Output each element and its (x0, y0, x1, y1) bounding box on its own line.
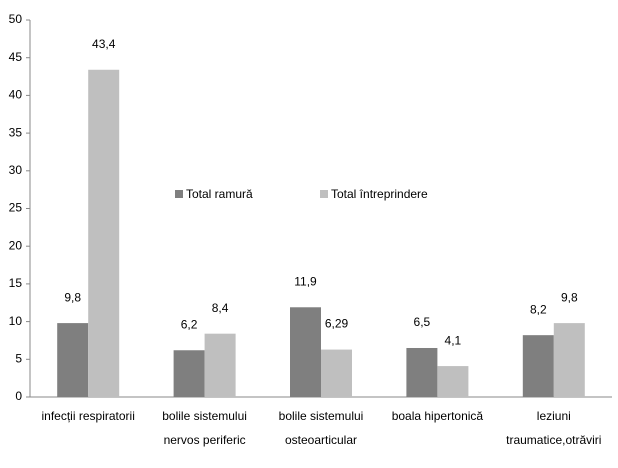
data-label: 6,29 (325, 317, 349, 331)
legend-swatch (175, 190, 183, 198)
y-tick-label: 15 (9, 276, 23, 290)
bar (290, 307, 321, 397)
data-label: 8,4 (212, 301, 229, 315)
data-label: 6,5 (414, 315, 431, 329)
bar (522, 335, 554, 397)
y-tick-label: 35 (9, 125, 23, 139)
x-tick-label: infecții respiratorii (42, 409, 135, 423)
x-tick-label: traumatice,otrăviri (506, 433, 601, 447)
y-tick-label: 45 (9, 50, 23, 64)
x-tick-label: bolile sistemului (279, 409, 364, 423)
data-label: 6,2 (181, 317, 198, 331)
y-tick-label: 50 (9, 12, 23, 26)
bar (437, 366, 469, 397)
data-label: 8,2 (530, 302, 547, 316)
y-tick-label: 10 (9, 314, 23, 328)
x-tick-label: osteoarticular (285, 433, 357, 447)
x-tick-label: nervos periferic (164, 433, 246, 447)
data-label: 11,9 (294, 274, 317, 288)
x-tick-label: leziuni (537, 409, 571, 423)
y-tick-label: 30 (9, 163, 23, 177)
legend-label: Total ramură (186, 187, 253, 201)
y-tick-label: 5 (15, 351, 22, 365)
data-label: 4,1 (445, 333, 462, 347)
legend-label: Total întreprindere (331, 187, 428, 201)
y-tick-label: 25 (9, 201, 23, 215)
y-tick-label: 40 (9, 88, 23, 102)
data-label: 9,8 (64, 290, 81, 304)
bar (204, 333, 236, 397)
y-tick-label: 20 (9, 238, 23, 252)
data-label: 43,4 (92, 37, 116, 51)
bar (88, 69, 120, 397)
x-tick-label: boala hipertonică (392, 409, 484, 423)
bar (406, 347, 438, 397)
bar (173, 350, 205, 397)
bar (553, 323, 585, 397)
legend-swatch (320, 190, 328, 198)
y-tick-label: 0 (15, 389, 22, 403)
bar (57, 323, 89, 397)
x-tick-label: bolile sistemului (162, 409, 247, 423)
bar (321, 349, 352, 397)
data-label: 9,8 (561, 290, 578, 304)
